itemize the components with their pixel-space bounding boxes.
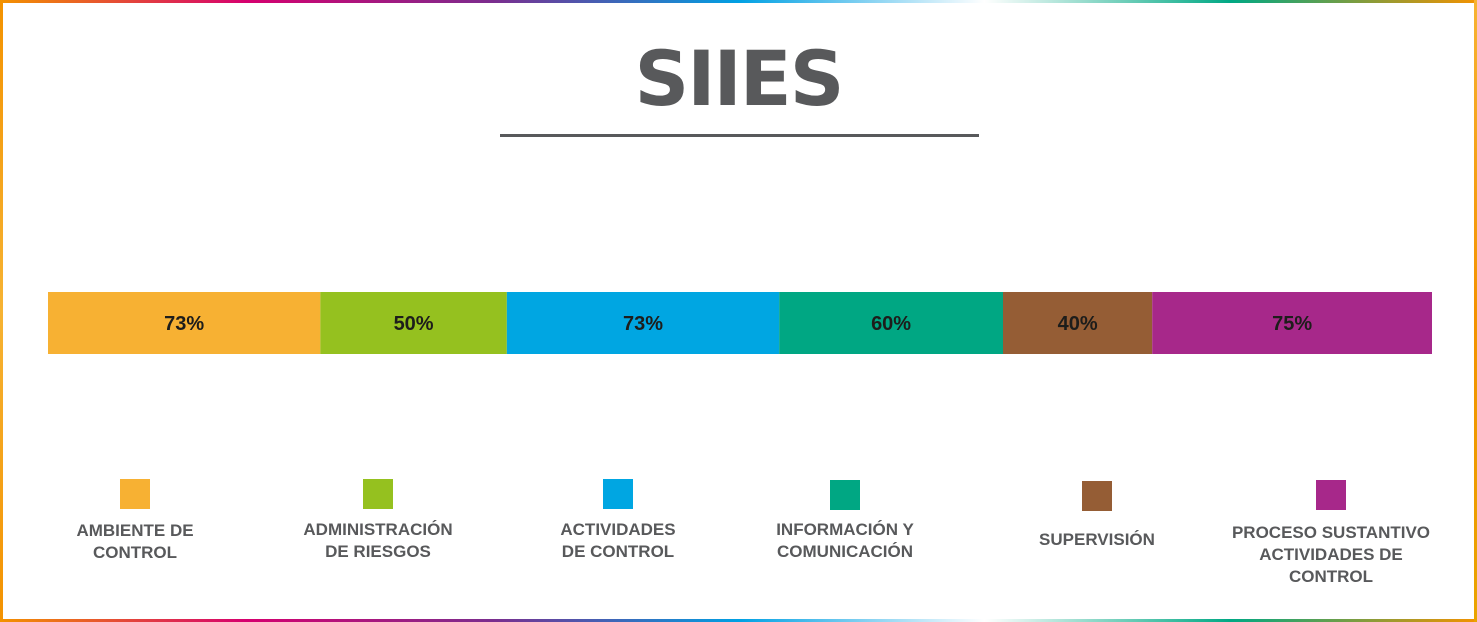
legend-label-proceso: PROCESO SUSTANTIVO ACTIVIDADES DE CONTRO… [1231, 523, 1431, 586]
legend-label-ambiente: AMBIENTE DE CONTROL [76, 521, 194, 562]
bar-value-label-supervision: 40% [1058, 313, 1098, 335]
legend-swatch-actividades [603, 479, 633, 509]
legend-label-administracion: ADMINISTRACIÓN DE RIESGOS [303, 520, 453, 561]
bar-value-label-proceso-sustantivo-actividades-de-control: 75% [1272, 313, 1312, 335]
legend-swatch-administracion [363, 479, 393, 509]
bar-segment-actividades-de-control [506, 292, 780, 354]
legend-swatch-proceso [1316, 480, 1346, 510]
frame-border-right [1474, 0, 1477, 622]
bar-segment-proceso-sustantivo-actividades-de-control [1152, 292, 1432, 354]
legend-label-informacion: INFORMACIÓN Y COMUNICACIÓN [776, 520, 914, 561]
legend-swatch-ambiente [120, 479, 150, 509]
frame-border-bottom [0, 619, 1477, 622]
bar-segment-informacion-y-comunicacion [779, 292, 1003, 354]
legend-swatch-supervision [1082, 481, 1112, 511]
legend-swatch-informacion [830, 480, 860, 510]
bar-value-label-ambiente-de-control: 73% [164, 313, 204, 335]
legend-label-actividades: ACTIVIDADES DE CONTROL [560, 520, 676, 561]
title-underline [500, 134, 979, 137]
bar-value-label-administracion-de-riesgos: 50% [394, 313, 434, 335]
bar-value-label-informacion-y-comunicacion: 60% [871, 313, 911, 335]
bar-segment-administracion-de-riesgos [320, 292, 507, 354]
legend-label-supervision: SUPERVISIÓN [1039, 530, 1155, 549]
bar-segment-ambiente-de-control [48, 292, 321, 354]
bar-segment-supervision [1002, 292, 1153, 354]
bar-value-label-actividades-de-control: 73% [623, 313, 663, 335]
frame-border-top [0, 0, 1477, 3]
frame-border-left [0, 0, 3, 622]
chart-title: SIIES [634, 34, 845, 123]
